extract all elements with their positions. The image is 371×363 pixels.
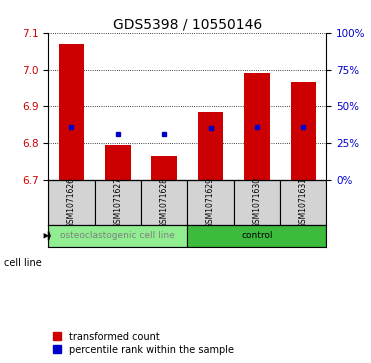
Text: cell line: cell line [4, 258, 42, 268]
Bar [95, 180, 141, 225]
Text: GSM1071630: GSM1071630 [252, 177, 262, 228]
Bar [48, 180, 95, 225]
Bar [280, 180, 326, 225]
Text: osteoclastogenic cell line: osteoclastogenic cell line [60, 231, 175, 240]
Bar [59, 44, 84, 180]
Bar [290, 82, 316, 180]
Bar [141, 180, 187, 225]
Text: GSM1071626: GSM1071626 [67, 177, 76, 228]
Legend: transformed count, percentile rank within the sample: transformed count, percentile rank withi… [53, 331, 234, 355]
Bar [234, 180, 280, 225]
Text: control: control [241, 231, 273, 240]
Text: GSM1071628: GSM1071628 [160, 177, 169, 228]
Bar [198, 112, 223, 180]
Bar [187, 225, 326, 247]
Bar [187, 180, 234, 225]
Text: GSM1071627: GSM1071627 [113, 177, 122, 228]
Text: GSM1071631: GSM1071631 [299, 177, 308, 228]
Polygon shape [49, 231, 50, 240]
Title: GDS5398 / 10550146: GDS5398 / 10550146 [113, 17, 262, 32]
Bar [105, 145, 131, 180]
Bar [151, 156, 177, 180]
Bar [244, 73, 270, 180]
Bar [48, 225, 187, 247]
Text: GSM1071629: GSM1071629 [206, 177, 215, 228]
